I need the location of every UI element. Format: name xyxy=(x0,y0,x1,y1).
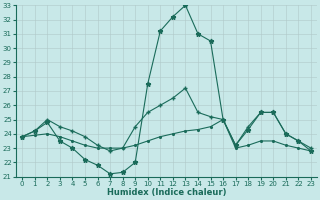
X-axis label: Humidex (Indice chaleur): Humidex (Indice chaleur) xyxy=(107,188,226,197)
